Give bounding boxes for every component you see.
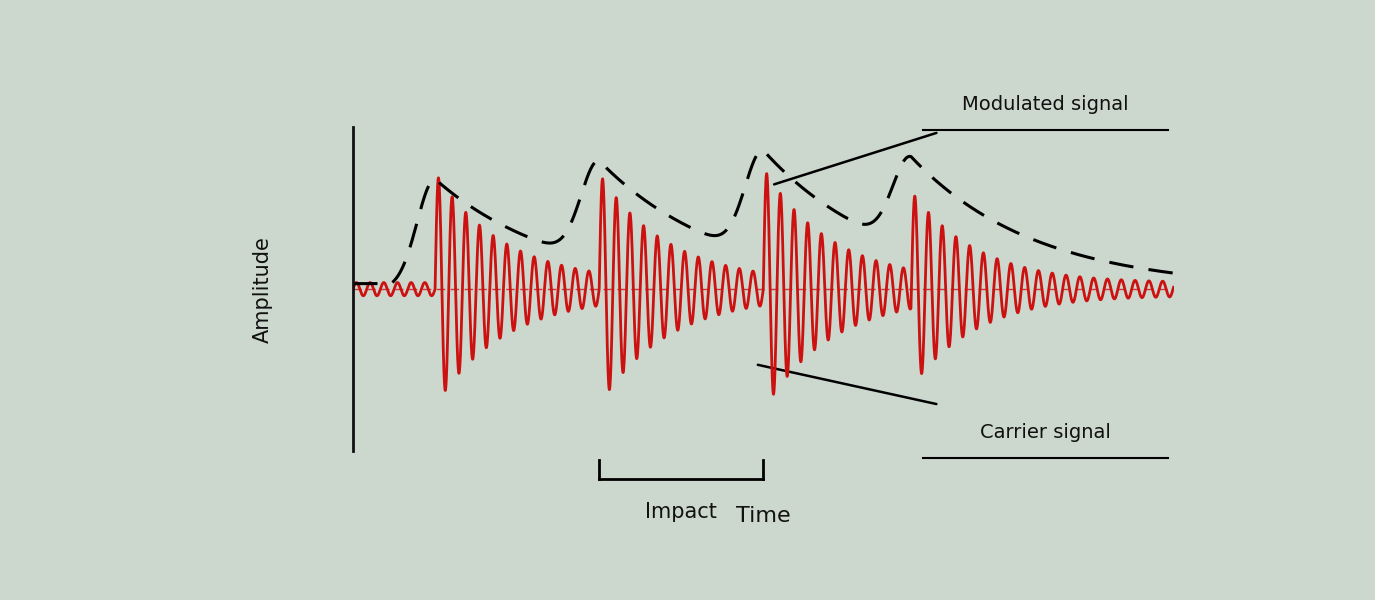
Text: Amplitude: Amplitude: [253, 236, 272, 343]
Text: Modulated signal: Modulated signal: [962, 95, 1129, 114]
Text: Time: Time: [736, 506, 791, 526]
Text: Carrier signal: Carrier signal: [980, 423, 1111, 442]
Text: Impact: Impact: [645, 502, 718, 521]
